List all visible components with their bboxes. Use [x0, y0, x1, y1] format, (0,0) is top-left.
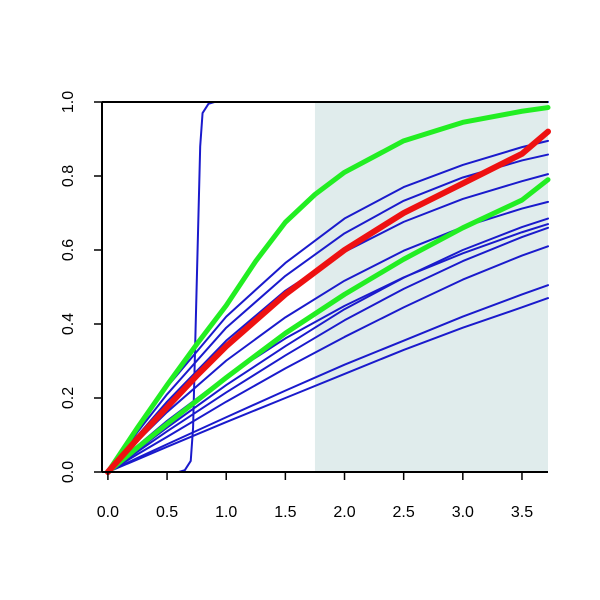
x-tick-label: 3.0 — [452, 504, 474, 521]
y-tick-label: 1.0 — [60, 91, 77, 113]
series-line-1 — [106, 101, 549, 473]
y-tick-label: 0.4 — [60, 313, 77, 335]
x-tick-label: 2.5 — [393, 504, 415, 521]
x-tick-label: 0.5 — [156, 504, 178, 521]
axes-layer: 0.0 0.5 1.0 1.5 2.0 2.5 3.0 3.5 0.0 0.2 0.4 0.6 0.8 1… — [60, 91, 548, 521]
series-line-14 — [104, 128, 551, 475]
y-tick-label: 0.8 — [60, 165, 77, 187]
y-tick-label: 0.2 — [60, 387, 77, 409]
x-tick-label: 1.0 — [215, 504, 237, 521]
series-line-10 — [106, 284, 549, 473]
series-line-13 — [105, 177, 551, 475]
series-line-11 — [106, 297, 549, 473]
series-layer — [104, 101, 551, 475]
y-tick-label: 0.0 — [60, 461, 77, 483]
x-tick-label: 0.0 — [97, 504, 119, 521]
series-line-7 — [106, 226, 549, 473]
series-line-12 — [105, 105, 551, 475]
y-tick-label: 0.6 — [60, 239, 77, 261]
x-tick-label: 3.5 — [511, 504, 533, 521]
series-line-9 — [106, 245, 549, 473]
x-tick-label: 2.0 — [333, 504, 355, 521]
x-tick-label: 1.5 — [274, 504, 296, 521]
